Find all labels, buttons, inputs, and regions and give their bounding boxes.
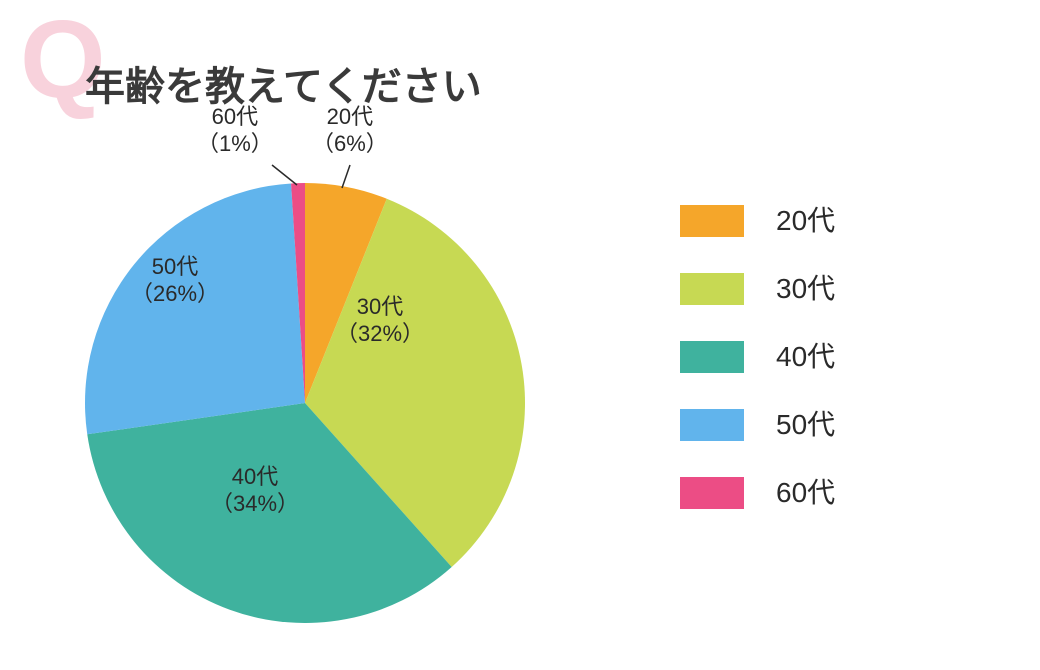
legend: 20代 30代 40代 50代 60代 <box>680 205 835 509</box>
legend-swatch <box>680 409 744 441</box>
legend-item: 30代 <box>680 273 835 305</box>
legend-label: 30代 <box>776 275 835 303</box>
slice-label-percent: （26%） <box>131 280 219 308</box>
slice-label: 20代（6%） <box>312 103 388 158</box>
legend-label: 20代 <box>776 207 835 235</box>
slice-label-category: 30代 <box>336 293 424 321</box>
slice-label-percent: （34%） <box>211 490 299 518</box>
legend-swatch <box>680 205 744 237</box>
pie-slice <box>85 183 305 434</box>
leader-line <box>272 165 297 185</box>
legend-item: 60代 <box>680 477 835 509</box>
slice-label: 60代（1%） <box>197 103 273 158</box>
legend-label: 60代 <box>776 479 835 507</box>
legend-item: 40代 <box>680 341 835 373</box>
legend-label: 40代 <box>776 343 835 371</box>
legend-label: 50代 <box>776 411 835 439</box>
legend-swatch <box>680 273 744 305</box>
slice-label-percent: （1%） <box>197 130 273 158</box>
pie-chart <box>85 183 525 628</box>
slice-label: 40代（34%） <box>211 463 299 518</box>
page-title: 年齢を教えてください <box>85 67 482 107</box>
slice-label: 30代（32%） <box>336 293 424 348</box>
slice-label: 50代（26%） <box>131 253 219 308</box>
legend-item: 20代 <box>680 205 835 237</box>
slice-label-category: 40代 <box>211 463 299 491</box>
slice-label-category: 50代 <box>131 253 219 281</box>
slice-label-percent: （6%） <box>312 130 388 158</box>
legend-swatch <box>680 341 744 373</box>
legend-item: 50代 <box>680 409 835 441</box>
slice-label-category: 60代 <box>197 103 273 131</box>
legend-swatch <box>680 477 744 509</box>
slice-label-category: 20代 <box>312 103 388 131</box>
slice-label-percent: （32%） <box>336 320 424 348</box>
pie-chart-svg <box>85 183 525 623</box>
